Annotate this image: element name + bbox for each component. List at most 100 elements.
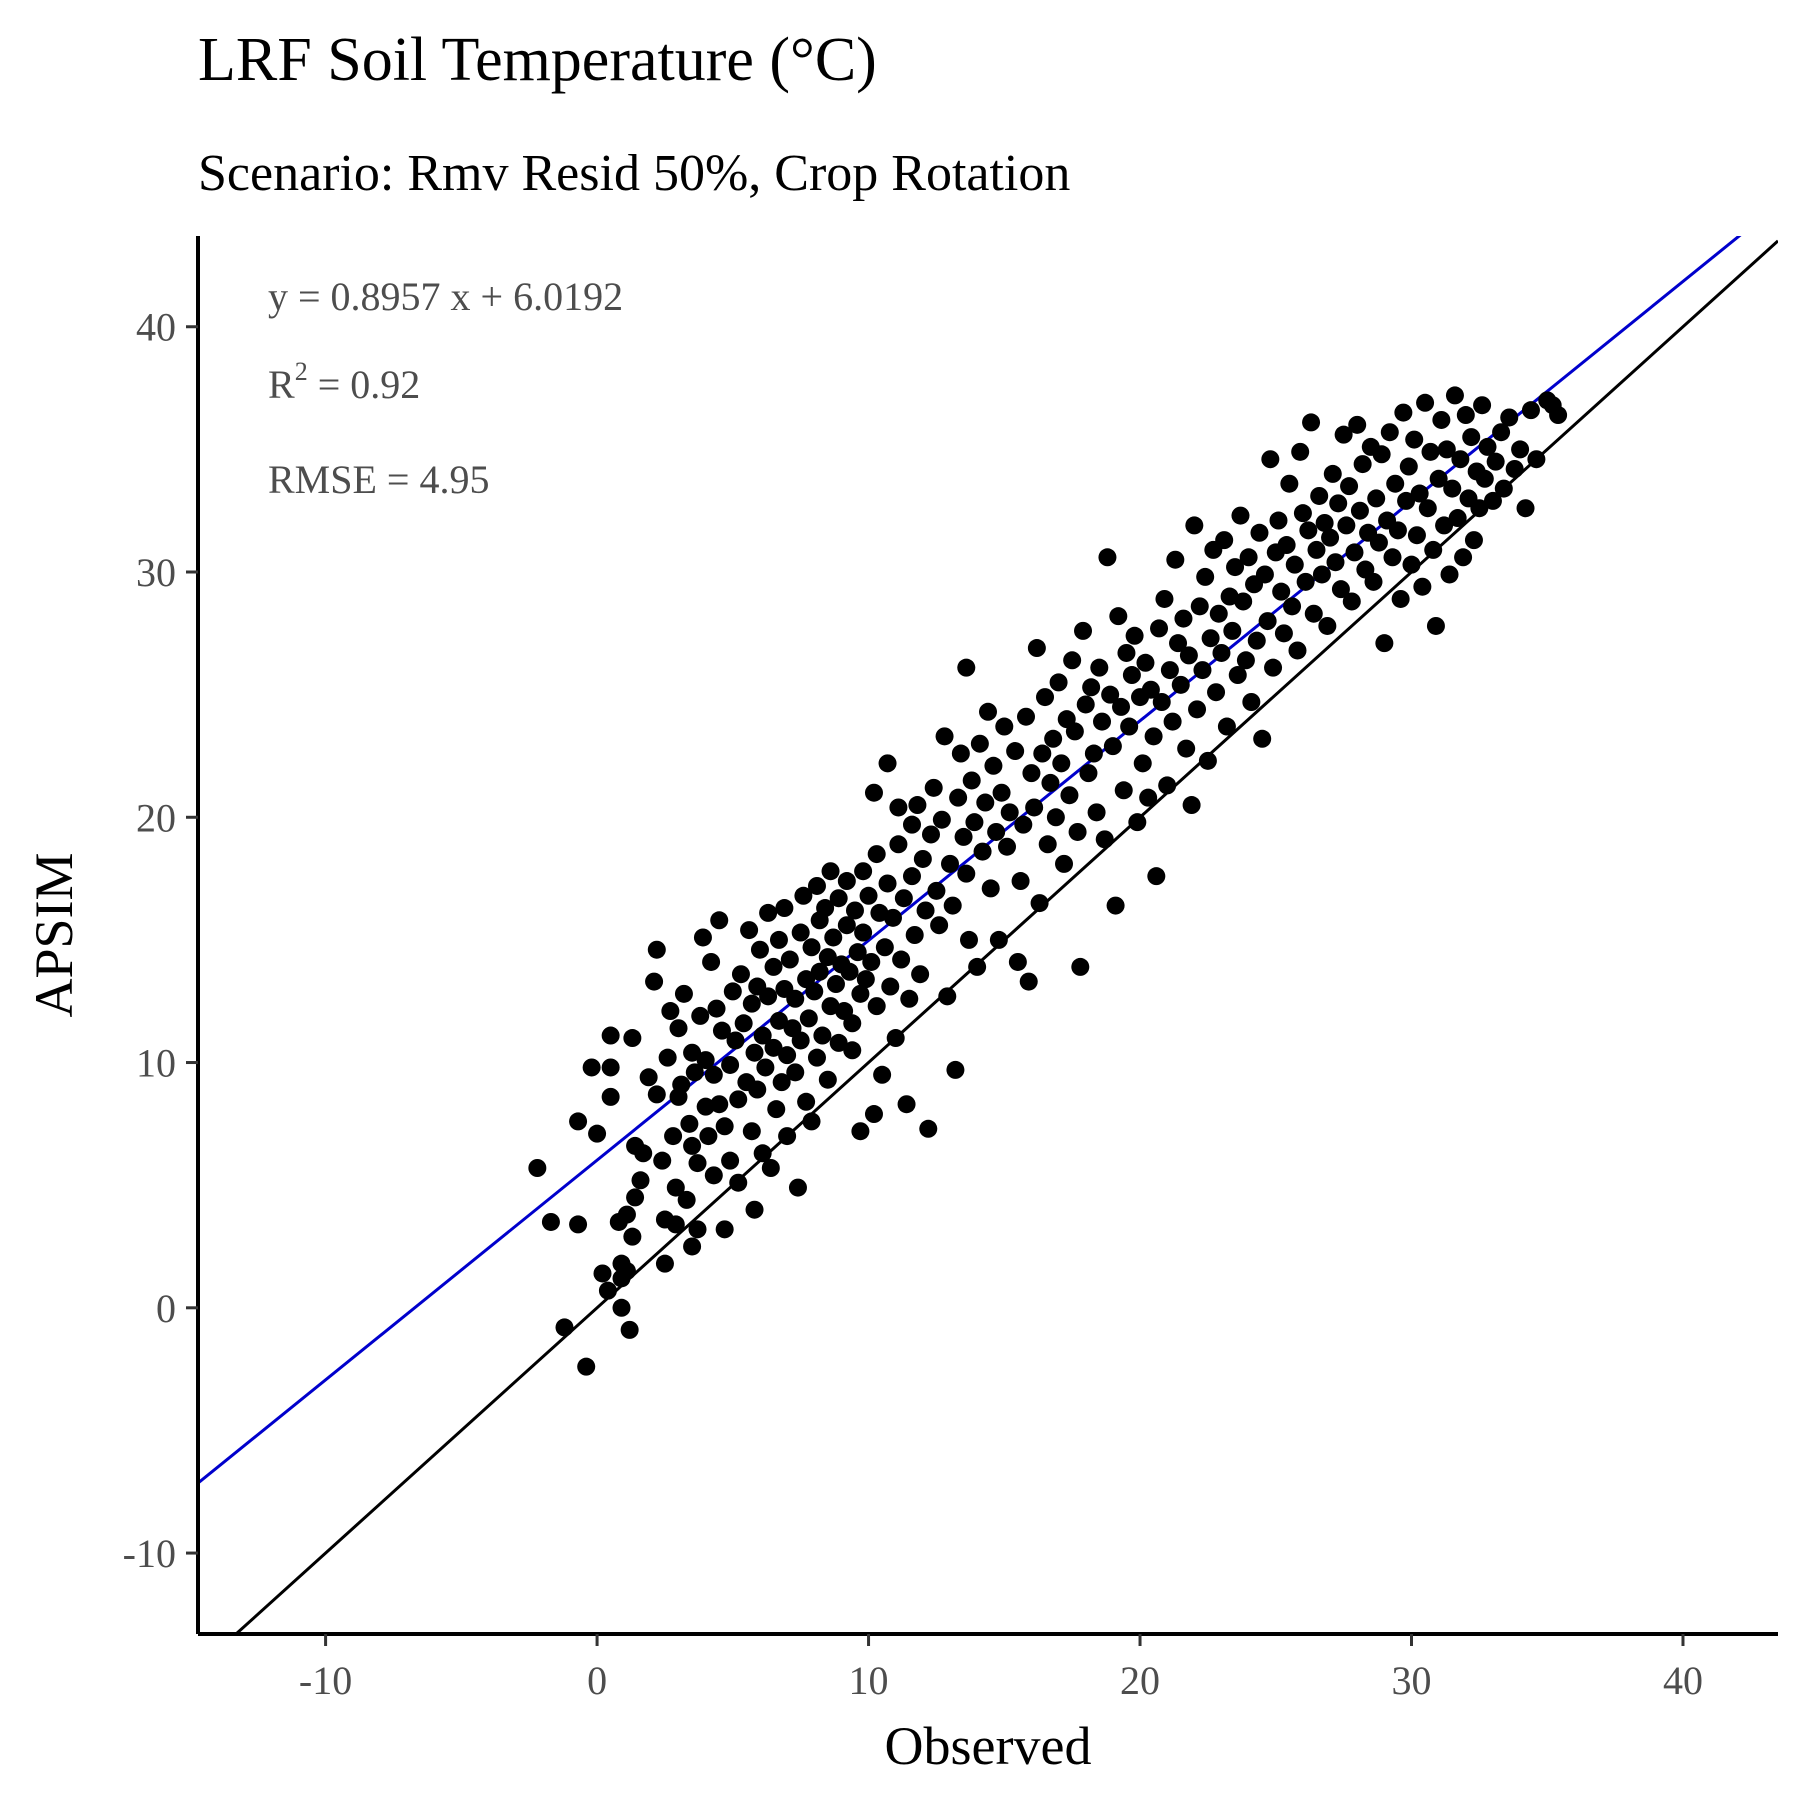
data-point <box>753 1144 772 1163</box>
data-point <box>870 903 889 922</box>
data-point <box>734 1014 753 1033</box>
data-point <box>962 771 981 790</box>
data-point <box>1179 646 1198 665</box>
data-point <box>1122 666 1141 685</box>
y-tick-label: 0 <box>156 1286 176 1331</box>
data-point <box>1258 612 1277 631</box>
data-point <box>1160 661 1179 680</box>
data-point <box>856 970 875 989</box>
data-point <box>1304 604 1323 623</box>
data-point <box>1239 548 1258 567</box>
data-point <box>911 965 930 984</box>
data-point <box>1253 729 1272 748</box>
data-point <box>1291 442 1310 461</box>
data-point <box>1435 516 1454 535</box>
data-point <box>1272 582 1291 601</box>
data-point <box>726 1031 745 1050</box>
data-point <box>680 1114 699 1133</box>
data-point <box>905 926 924 944</box>
data-point <box>1383 548 1402 567</box>
data-point <box>601 1026 620 1045</box>
data-point <box>655 1254 674 1273</box>
data-point <box>995 717 1014 736</box>
data-point <box>791 1031 810 1050</box>
data-point <box>1353 455 1372 474</box>
data-point <box>756 1058 775 1077</box>
data-point <box>829 889 848 908</box>
data-point <box>802 1112 821 1131</box>
data-point <box>1255 565 1274 584</box>
data-point <box>769 930 788 949</box>
data-point <box>1350 501 1369 520</box>
data-point <box>802 938 821 957</box>
data-point <box>617 1205 636 1224</box>
data-point <box>666 1215 685 1234</box>
data-point <box>1505 460 1524 478</box>
data-point <box>1494 479 1513 498</box>
data-point <box>729 1090 748 1109</box>
data-point <box>631 1171 650 1190</box>
data-point <box>759 903 778 922</box>
data-point <box>883 908 902 927</box>
data-point <box>1017 707 1036 726</box>
data-point <box>973 842 992 861</box>
data-point <box>902 867 921 886</box>
data-point <box>979 702 997 721</box>
data-point <box>843 1014 862 1033</box>
data-point <box>742 1122 761 1141</box>
data-point <box>1019 972 1038 991</box>
data-point <box>1483 491 1502 510</box>
data-point <box>623 1029 642 1048</box>
data-point <box>1084 744 1103 763</box>
data-point <box>1348 415 1367 434</box>
data-point <box>938 987 957 1006</box>
data-point <box>674 984 693 1003</box>
data-point <box>935 727 954 746</box>
data-point <box>1250 523 1269 542</box>
data-point <box>745 1043 764 1062</box>
data-point <box>1500 408 1519 427</box>
data-point <box>1280 474 1299 493</box>
data-point <box>1152 693 1171 711</box>
data-point <box>821 997 840 1016</box>
data-point <box>1041 773 1060 792</box>
data-point <box>1451 450 1470 469</box>
data-point <box>577 1357 596 1376</box>
data-point <box>1207 683 1226 702</box>
data-point <box>1397 491 1416 510</box>
data-point <box>976 793 995 812</box>
data-point <box>753 1026 772 1045</box>
data-point <box>932 810 951 829</box>
data-point <box>696 1097 715 1116</box>
data-point <box>1323 464 1342 483</box>
data-point <box>919 1119 938 1138</box>
data-point <box>837 872 856 891</box>
data-point <box>1399 457 1418 476</box>
data-point <box>1269 511 1288 530</box>
data-point <box>848 943 867 962</box>
data-point <box>1470 499 1489 518</box>
data-point <box>639 1068 658 1087</box>
data-point <box>1437 440 1456 459</box>
data-point <box>1128 813 1147 832</box>
data-point <box>1307 540 1326 559</box>
data-point <box>775 899 794 918</box>
data-point <box>1342 592 1361 611</box>
data-point <box>1133 754 1152 773</box>
data-point <box>658 1048 677 1067</box>
data-point <box>1288 641 1307 660</box>
data-point <box>696 1051 715 1070</box>
data-point <box>1141 680 1160 699</box>
data-point <box>1220 587 1239 606</box>
data-point <box>685 1063 704 1082</box>
data-point <box>748 1080 767 1099</box>
data-point <box>1011 872 1030 891</box>
data-point <box>788 1178 807 1197</box>
data-point <box>1074 621 1093 640</box>
data-point <box>989 930 1008 949</box>
rmse-label: RMSE = 4.95 <box>268 457 489 502</box>
data-point <box>1413 577 1432 596</box>
data-point <box>864 783 883 802</box>
data-point <box>721 1151 740 1170</box>
data-point <box>1144 727 1163 746</box>
